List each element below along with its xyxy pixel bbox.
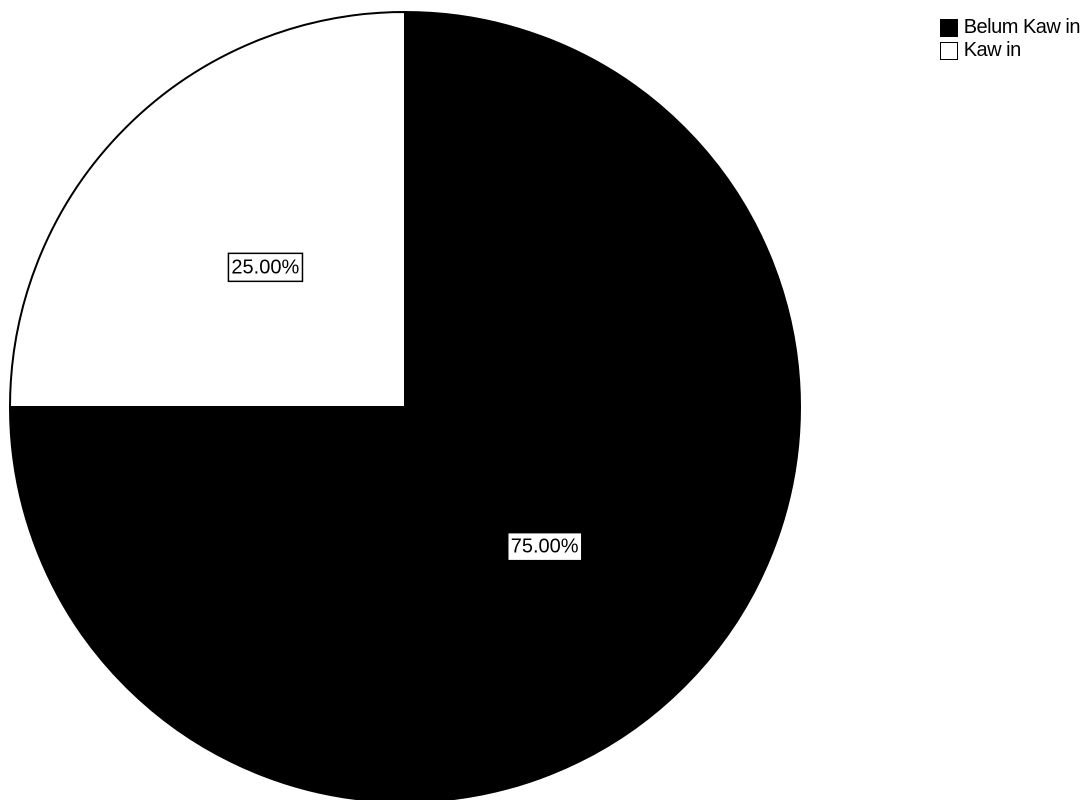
pie-slice-belum-kaw-in xyxy=(8,10,801,800)
legend-label-kaw-in: Kaw in xyxy=(963,39,1022,61)
pie-label-text-belum-kaw-in: 75.00% xyxy=(511,536,579,558)
pie-label-belum-kaw-in: 75.00% xyxy=(506,531,583,562)
legend-label-belum-kaw-in: Belum Kaw in xyxy=(963,16,1081,38)
pie-slice-kaw-in xyxy=(8,10,406,408)
legend-swatch-belum-kaw-in xyxy=(939,18,958,37)
pie-label-box-belum-kaw-in xyxy=(506,531,583,562)
legend-item-belum-kaw-in: Belum Kaw in xyxy=(939,16,1081,39)
legend-item-kaw-in: Kaw in xyxy=(939,39,1080,62)
pie-labels: 75.00% 25.00% xyxy=(227,252,583,562)
legend-swatch-kaw-in xyxy=(939,41,958,60)
pie-label-kaw-in: 25.00% xyxy=(227,252,304,283)
legend: Belum Kaw in Kaw in xyxy=(939,16,1081,62)
pie-label-box-kaw-in xyxy=(227,252,304,283)
pie-label-text-kaw-in: 25.00% xyxy=(231,256,299,278)
pie-slices xyxy=(8,10,801,800)
